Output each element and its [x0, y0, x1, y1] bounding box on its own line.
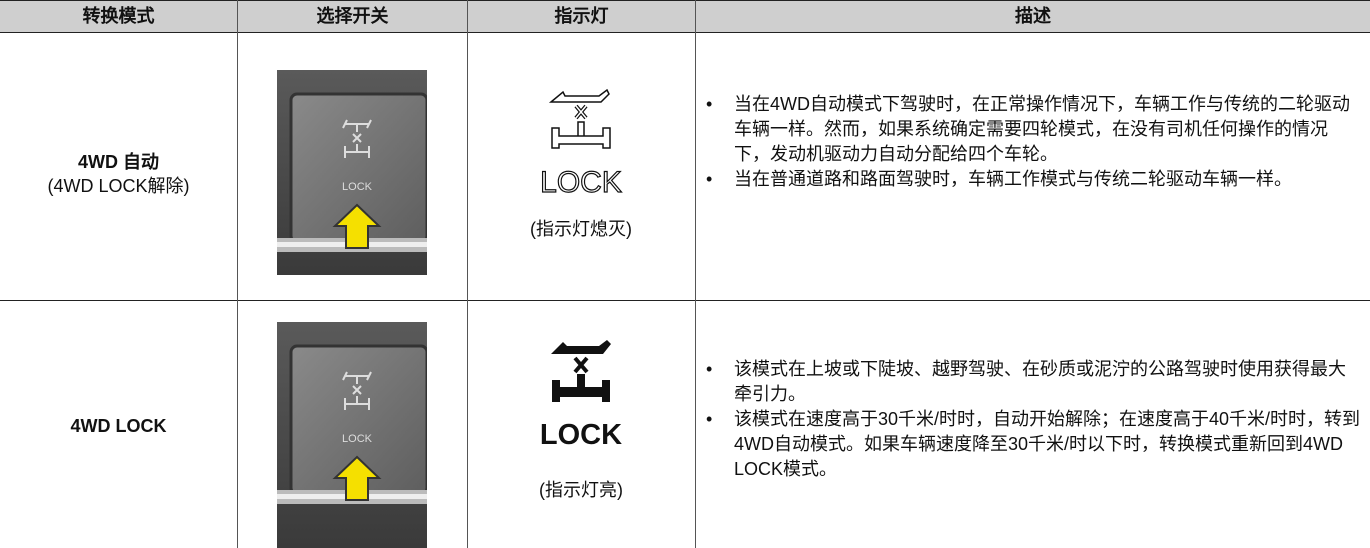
description: 该模式在上坡或下陡坡、越野驾驶、在砂质或泥泞的公路驾驶时使用获得最大牵引力。 该…	[706, 357, 1362, 482]
rule	[0, 32, 1370, 33]
mode-cell: 4WD LOCK	[0, 414, 237, 438]
indicator-icon: LOCK	[540, 340, 622, 451]
rule	[0, 300, 1370, 301]
indicator-note: (指示灯熄灭)	[530, 219, 632, 239]
bullet: 该模式在上坡或下陡坡、越野驾驶、在砂质或泥泞的公路驾驶时使用获得最大牵引力。	[706, 357, 1362, 407]
switch-label: LOCK	[342, 181, 373, 193]
description: 当在4WD自动模式下驾驶时，在正常操作情况下，车辆工作与传统的二轮驱动车辆一样。…	[706, 92, 1362, 192]
indicator-icon: LOCK	[540, 88, 622, 200]
bullet: 当在4WD自动模式下驾驶时，在正常操作情况下，车辆工作与传统的二轮驱动车辆一样。…	[706, 92, 1362, 167]
header-cell: 指示灯	[468, 0, 695, 32]
indicator-label: LOCK	[540, 419, 622, 451]
header-cell: 选择开关	[238, 0, 467, 32]
bullet: 该模式在速度高于30千米/时时，自动开始解除；在速度高于40千米/时时，转到4W…	[706, 407, 1362, 482]
switch-label: LOCK	[342, 433, 373, 445]
mode-sub: (4WD LOCK解除)	[47, 176, 190, 196]
header-cell: 转换模式	[0, 0, 237, 32]
rule	[467, 0, 468, 548]
mode-cell: 4WD 自动 (4WD LOCK解除)	[0, 150, 237, 198]
mode-name: 4WD 自动	[78, 152, 159, 172]
indicator-note: (指示灯亮)	[539, 480, 623, 500]
switch-image: LOCK	[277, 70, 427, 275]
bullet: 当在普通道路和路面驾驶时，车辆工作模式与传统二轮驱动车辆一样。	[706, 167, 1362, 192]
rule	[695, 0, 696, 548]
rule	[0, 0, 1370, 1]
rule	[237, 0, 238, 548]
switch-image: LOCK	[277, 322, 427, 548]
mode-name: 4WD LOCK	[70, 416, 167, 436]
header-cell: 描述	[696, 0, 1370, 32]
indicator-label: LOCK	[540, 166, 622, 199]
